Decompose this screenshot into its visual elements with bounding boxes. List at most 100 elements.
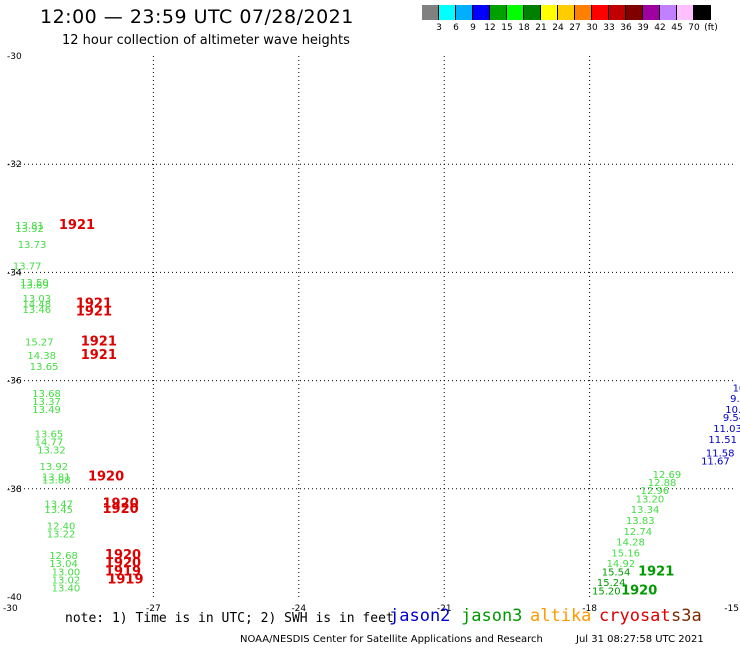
wave-height-label: 15.20 <box>592 586 621 597</box>
wave-height-label: 13.34 <box>631 505 660 516</box>
footer-credit: NOAA/NESDIS Center for Satellite Applica… <box>240 634 543 645</box>
colorbar-swatch <box>507 5 524 20</box>
colorbar-label: 24 <box>552 23 564 33</box>
x-tick-label: -21 <box>437 604 452 614</box>
colorbar-swatch <box>643 5 660 20</box>
wave-height-label: 13.77 <box>13 262 42 273</box>
y-tick-label: -34 <box>7 268 22 278</box>
legend-altika: altika <box>530 606 592 626</box>
colorbar-swatch <box>694 5 711 20</box>
footer-note: note: 1) Time is in UTC; 2) SWH is in fe… <box>65 611 394 626</box>
wave-height-label: 13.81 <box>42 473 71 484</box>
pass-time-label: 1920 <box>103 502 139 517</box>
wave-height-label: 13.45 <box>44 505 73 516</box>
colorbar-swatch <box>490 5 507 20</box>
wave-height-label: 9. <box>730 394 740 405</box>
x-tick-label: -18 <box>582 604 597 614</box>
y-tick-label: -40 <box>7 593 22 603</box>
pass-time-label: 1921 <box>76 297 112 312</box>
wave-height-label: 15.24 <box>597 578 626 589</box>
wave-height-label: 12.68 <box>49 551 78 562</box>
wave-height-label: 10.8 <box>725 405 740 416</box>
colorbar-swatch <box>677 5 694 20</box>
wave-height-label: 12.74 <box>624 527 653 538</box>
wave-height-label: 13.50 <box>20 278 49 289</box>
colorbar-label: 36 <box>620 23 632 33</box>
wave-height-label: 13.47 <box>44 500 73 511</box>
wave-height-label: 13.92 <box>15 224 44 235</box>
colorbar-swatch <box>626 5 643 20</box>
wave-height-label: 13.73 <box>18 240 47 251</box>
colorbar-swatch <box>439 5 456 20</box>
wave-height-label: 13.83 <box>626 516 655 527</box>
wave-height-label: 14.92 <box>607 559 636 570</box>
pass-time-label: 1919 <box>105 564 141 579</box>
wave-height-label: 13.02 <box>52 575 81 586</box>
colorbar-label: 30 <box>586 23 598 33</box>
chart-subtitle: 12 hour collection of altimeter wave hei… <box>62 33 350 48</box>
colorbar-label: 12 <box>484 23 496 33</box>
wave-height-label: 15.27 <box>25 337 54 348</box>
wave-height-label: 14.38 <box>27 351 56 362</box>
x-tick-label: -15 <box>724 604 739 614</box>
colorbar-label: 33 <box>603 23 615 33</box>
colorbar-swatch <box>575 5 592 20</box>
colorbar-label: (ft) <box>704 23 718 33</box>
y-tick-label: -32 <box>7 160 22 170</box>
wave-height-label: 13.22 <box>47 529 76 540</box>
colorbar-label: 9 <box>470 23 476 33</box>
wave-height-label: 12.40 <box>47 521 76 532</box>
colorbar-label: 6 <box>453 23 459 33</box>
pass-time-label: 1921 <box>81 334 117 349</box>
wave-height-label: 11.03 <box>713 424 740 435</box>
pass-time-label: 1920 <box>88 470 124 485</box>
legend-s3a: s3a <box>671 606 702 626</box>
wave-height-label: 11.58 <box>706 448 735 459</box>
colorbar-swatch <box>456 5 473 20</box>
wave-height-label: 13.20 <box>636 494 665 505</box>
colorbar-label: 15 <box>501 23 513 33</box>
pass-time-label: 1921 <box>81 348 117 363</box>
pass-time-label: 1920 <box>621 583 657 598</box>
legend-jason3: jason3 <box>461 606 523 626</box>
x-tick-label: -30 <box>3 604 18 614</box>
colorbar-label: 27 <box>569 23 581 33</box>
wave-height-label: 13.49 <box>32 405 61 416</box>
colorbar-swatch <box>592 5 609 20</box>
x-tick-label: -24 <box>291 604 306 614</box>
wave-height-label: 10 <box>733 383 740 394</box>
colorbar-label: 18 <box>518 23 530 33</box>
colorbar-swatch <box>558 5 575 20</box>
wave-height-label: 12.88 <box>648 478 677 489</box>
wave-height-label: 12.69 <box>653 470 682 481</box>
pass-time-label: 1921 <box>59 218 95 233</box>
colorbar-swatch <box>422 5 439 20</box>
wave-height-label: 13.03 <box>23 294 52 305</box>
y-tick-label: -38 <box>7 485 22 495</box>
wave-height-label: 12.96 <box>640 486 669 497</box>
wave-height-label: 11.67 <box>701 456 730 467</box>
chart-title: 12:00 — 23:59 UTC 07/28/2021 <box>40 6 354 28</box>
colorbar-label: 3 <box>436 23 442 33</box>
footer-timestamp: Jul 31 08:27:58 UTC 2021 <box>576 634 704 645</box>
colorbar-label: 21 <box>535 23 547 33</box>
wave-height-label: 13.65 <box>30 362 59 373</box>
wave-height-label: 13.00 <box>52 567 81 578</box>
wave-height-label: 13.68 <box>32 389 61 400</box>
wave-height-label: 13.04 <box>49 559 78 570</box>
wave-height-label: 13.46 <box>23 305 52 316</box>
colorbar-swatch <box>660 5 677 20</box>
wave-height-label: 13.37 <box>32 397 61 408</box>
legend-jason2: jason2 <box>389 606 451 626</box>
wave-height-label: 14.28 <box>616 538 645 549</box>
pass-time-label: 1921 <box>638 564 674 579</box>
colorbar-label: 42 <box>654 23 666 33</box>
wave-height-label: 15.54 <box>602 567 631 578</box>
wave-height-label: 11.51 <box>708 435 737 446</box>
wave-height-label: 13.81 <box>15 221 44 232</box>
colorbar-label: 39 <box>637 23 649 33</box>
colorbar-label: 45 <box>671 23 683 33</box>
wave-height-label: 14.77 <box>35 438 64 449</box>
wave-height-label: 13.65 <box>35 429 64 440</box>
